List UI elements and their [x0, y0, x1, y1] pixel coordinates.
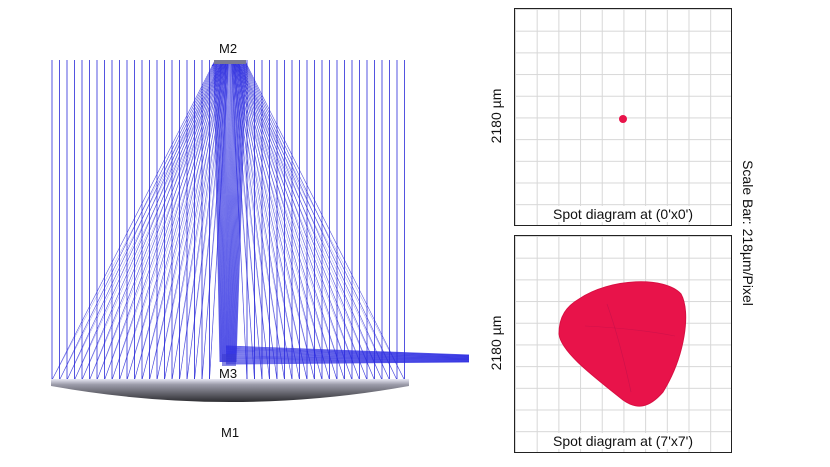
folded-output-beam	[211, 63, 470, 365]
spot-off-axis-plot	[558, 281, 687, 407]
scale-bar-label: Scale Bar: 218µm/Pixel	[740, 160, 756, 306]
secondary-mirror-m2	[214, 60, 246, 64]
label-m2: M2	[219, 41, 238, 56]
axis-label-off-axis: 2180 µm	[488, 315, 504, 371]
label-m1: M1	[221, 425, 240, 440]
primary-mirror-m1	[51, 379, 409, 402]
tertiary-mirror-m3	[222, 354, 236, 366]
mirror-surfaces	[51, 60, 409, 402]
spot-off-axis	[558, 281, 687, 407]
label-m3: M3	[219, 366, 238, 381]
spot-diagram-off-axis: Spot diagram at (7'x7')	[514, 235, 732, 453]
caption-on-axis: Spot diagram at (0'x0')	[551, 206, 695, 222]
axis-label-on-axis: 2180 µm	[488, 88, 504, 144]
spot-on-axis	[619, 115, 627, 123]
caption-off-axis: Spot diagram at (7'x7')	[551, 433, 695, 449]
spot-diagram-on-axis: Spot diagram at (0'x0')	[514, 8, 732, 226]
